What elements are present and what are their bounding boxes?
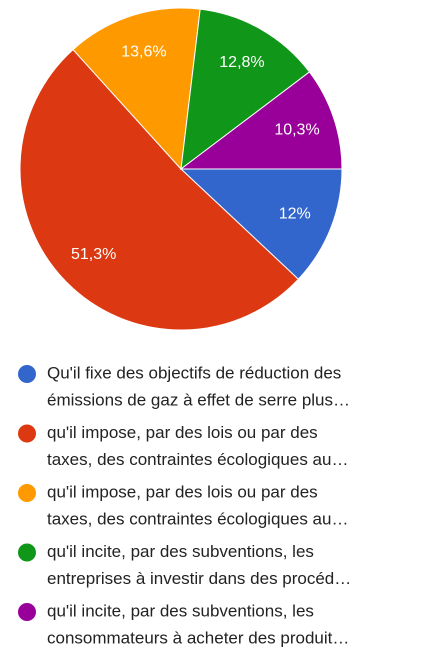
- legend-dot: [18, 424, 36, 443]
- slice-label: 12,8%: [219, 54, 264, 71]
- pie-slice: [19, 48, 300, 331]
- legend-text: taxes, des contraintes écologiques au…: [47, 509, 348, 528]
- legend-dot: [18, 484, 36, 502]
- legend-text: Qu'il fixe des objectifs de réduction de…: [47, 363, 341, 382]
- legend-text: consommateurs à acheter des produit…: [47, 628, 349, 647]
- legend-text: qu'il incite, par des subventions, les: [47, 601, 314, 620]
- legend-dot: [18, 543, 36, 562]
- legend-text: qu'il impose, par des lois ou par des: [47, 482, 318, 501]
- legend-text: taxes, des contraintes écologiques au…: [47, 450, 348, 469]
- legend-text: entreprises à investir dans des procéd…: [47, 569, 351, 588]
- legend-text: émissions de gaz à effet de serre plus…: [47, 390, 350, 409]
- pie-slice: [72, 7, 201, 171]
- slice-label: 10,3%: [274, 121, 319, 138]
- legend-dot: [18, 365, 36, 383]
- slice-label: 13,6%: [121, 44, 166, 61]
- pie-slice: [179, 71, 343, 170]
- slice-label: 51,3%: [71, 246, 116, 263]
- legend-dot: [18, 603, 36, 621]
- pie-slice: [180, 8, 311, 171]
- legend-text: qu'il incite, par des subventions, les: [47, 542, 314, 561]
- legend-text: qu'il impose, par des lois ou par des: [47, 423, 318, 442]
- pie-slice: [179, 168, 343, 280]
- slice-label: 12%: [279, 205, 311, 222]
